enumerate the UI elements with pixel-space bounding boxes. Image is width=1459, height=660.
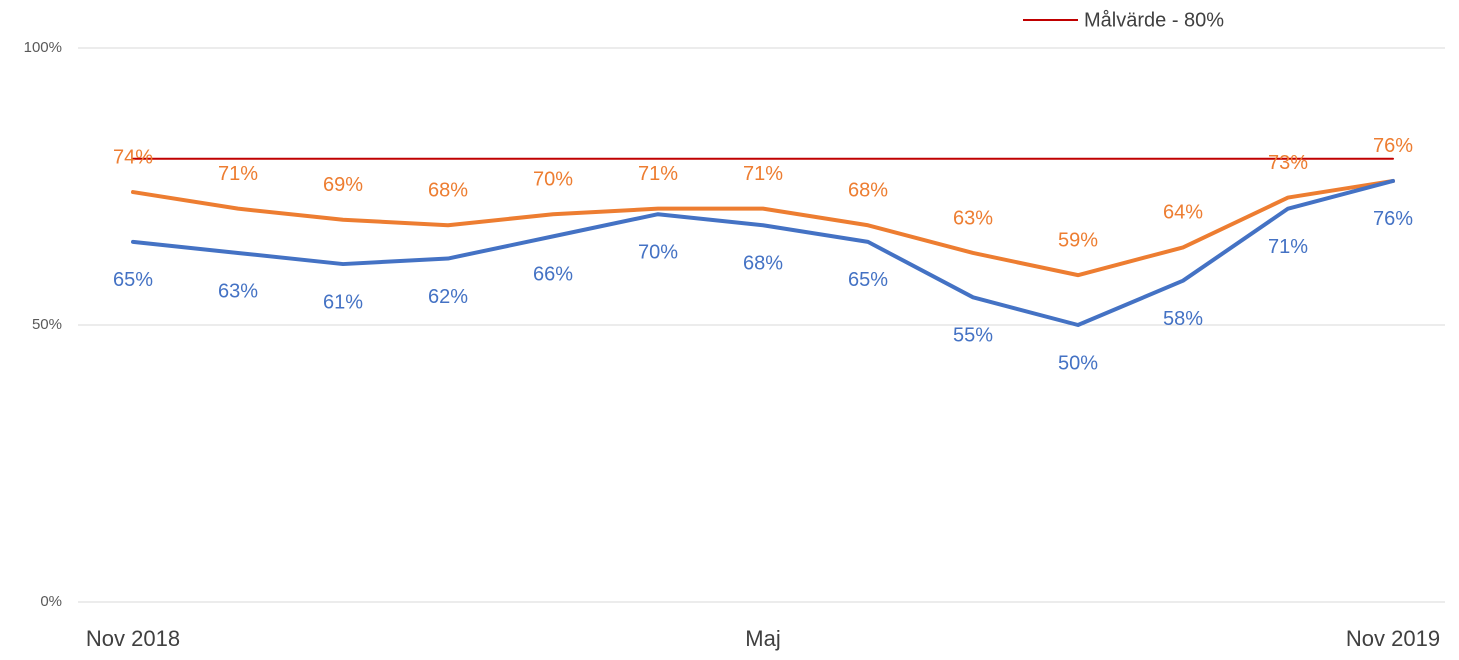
line: [131, 178, 1395, 278]
data-label: 63%: [218, 280, 258, 302]
data-label: 61%: [323, 291, 363, 313]
data-label: 71%: [743, 163, 783, 185]
data-label: 70%: [533, 168, 573, 190]
y-tick-label: 100%: [24, 39, 62, 56]
data-label: 64%: [1163, 202, 1203, 224]
data-label: 55%: [953, 325, 993, 347]
data-label: 68%: [428, 180, 468, 202]
data-label: 76%: [1373, 208, 1413, 230]
x-tick-label: Nov 2019: [1346, 626, 1440, 651]
data-label: 71%: [218, 163, 258, 185]
x-tick-label: Nov 2018: [86, 626, 180, 651]
data-label: 76%: [1373, 135, 1413, 157]
data-label: 63%: [953, 207, 993, 229]
data-label: 71%: [638, 163, 678, 185]
data-label: 71%: [1268, 236, 1308, 258]
data-label: 73%: [1268, 152, 1308, 174]
data-label: 68%: [743, 253, 783, 275]
y-tick-label: 50%: [32, 316, 62, 333]
data-label: 66%: [533, 264, 573, 286]
data-label: 59%: [1058, 229, 1098, 251]
x-tick-label: Maj: [745, 626, 780, 651]
data-label: 69%: [323, 174, 363, 196]
data-label: 74%: [113, 146, 153, 168]
data-label: 65%: [113, 269, 153, 291]
y-tick-label: 0%: [40, 593, 62, 610]
legend-label: Målvärde - 80%: [1084, 9, 1224, 31]
data-label: 58%: [1163, 308, 1203, 330]
data-label: 65%: [848, 269, 888, 291]
data-label: 70%: [638, 241, 678, 263]
data-label: 62%: [428, 286, 468, 308]
data-label: 68%: [848, 180, 888, 202]
line: [131, 178, 1395, 327]
data-label: 50%: [1058, 352, 1098, 374]
